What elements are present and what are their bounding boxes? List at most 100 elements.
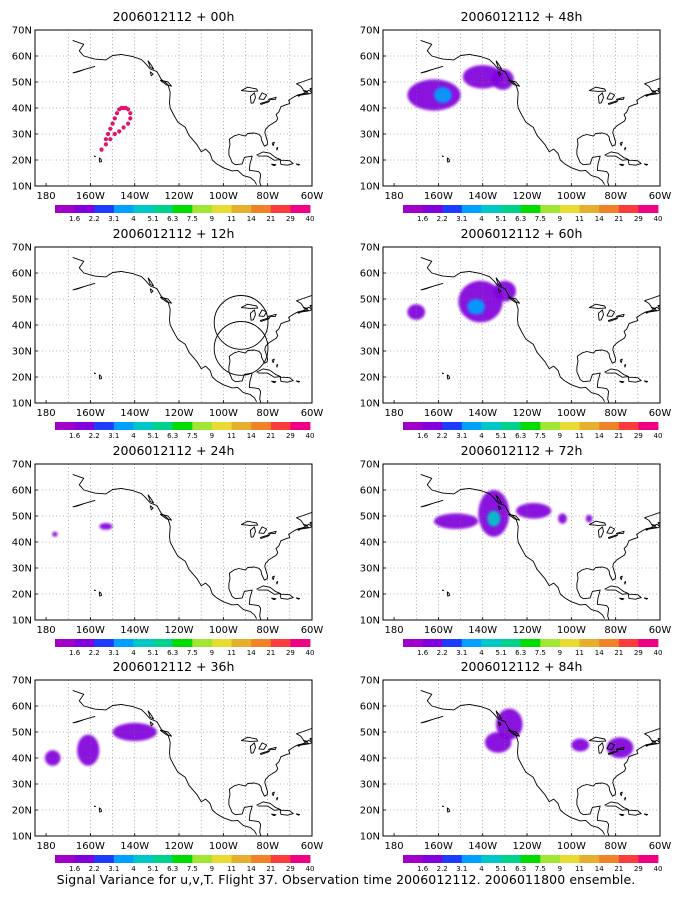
colorbar-label: 5.1 — [496, 215, 507, 223]
island-outline — [98, 807, 102, 813]
colorbar-label: 7.5 — [535, 432, 546, 440]
colorbar-swatch — [403, 855, 423, 863]
lat-tick-label: 10N — [12, 616, 32, 627]
colorbar: 1.6 2.2 3.1 4 5.1 6.3 7.5 9 11 14 21 29 40 — [403, 205, 662, 223]
colorbar-label: 2.2 — [89, 432, 100, 440]
lon-tick-label: 160W — [424, 191, 453, 202]
coastline — [576, 794, 610, 836]
colorbar: 1.6 2.2 3.1 4 5.1 6.3 7.5 9 11 14 21 29 40 — [55, 855, 314, 873]
island-outline — [279, 159, 294, 166]
lat-tick-label: 40N — [12, 321, 32, 332]
island-outline — [619, 597, 625, 601]
colorbar-swatch — [422, 639, 443, 647]
colorbar-label: 9 — [210, 432, 214, 440]
lon-tick-label: 160W — [76, 191, 105, 202]
lat-tick-label: 30N — [360, 780, 380, 791]
colorbar-label: 1.6 — [417, 215, 429, 223]
coastline — [72, 689, 257, 835]
island-outline — [624, 364, 627, 368]
colorbar-swatch — [133, 422, 154, 430]
colorbar-swatch — [403, 422, 423, 430]
colorbar-label: 14 — [247, 649, 256, 657]
coastlines — [72, 473, 312, 620]
colorbar-swatch — [442, 422, 463, 430]
plot-content — [383, 30, 660, 186]
lat-tick-label: 40N — [12, 538, 32, 549]
colorbar-label: 14 — [595, 649, 604, 657]
colorbar-label: 6.3 — [515, 649, 526, 657]
colorbar-label: 5.1 — [148, 649, 159, 657]
island-outline — [604, 585, 629, 595]
map-panel: 2006012112 + 24h 10N 20N 30N 40N 50N 60N 70N 180… — [12, 443, 324, 657]
lon-tick-label: 100W — [209, 625, 238, 636]
colorbar-label: 7.5 — [187, 865, 198, 873]
lat-tick-label: 10N — [360, 832, 380, 843]
colorbar-swatch — [113, 855, 134, 863]
lon-tick-label: 80W — [256, 408, 279, 419]
lat-tick-label: 10N — [12, 832, 32, 843]
island-outline — [98, 157, 102, 163]
colorbar-swatch — [192, 855, 213, 863]
colorbar-swatch — [501, 639, 522, 647]
lon-tick-label: 120W — [513, 191, 542, 202]
variance-contour — [484, 732, 512, 753]
plot-content — [383, 680, 660, 836]
lake-outline — [597, 742, 604, 754]
island-outline — [507, 79, 520, 87]
lat-tick-label: 70N — [360, 243, 380, 254]
lon-tick-label: 80W — [604, 841, 627, 852]
colorbar-label: 9 — [558, 432, 562, 440]
island-outline — [446, 591, 450, 597]
colorbar-label: 14 — [595, 865, 604, 873]
map-panel: 2006012112 + 60h 10N 20N 30N 40N 50N 60N 70N 180… — [360, 226, 672, 440]
colorbar-label: 40 — [654, 865, 663, 873]
colorbar-swatch — [192, 205, 213, 213]
lake-outline — [588, 86, 607, 92]
colorbar-label: 3.1 — [108, 215, 119, 223]
lon-tick-label: 180 — [385, 191, 404, 202]
colorbar-swatch — [442, 205, 463, 213]
island-outline — [420, 65, 444, 74]
colorbar-swatch — [638, 639, 659, 647]
colorbar-swatch — [113, 422, 134, 430]
colorbar-label: 9 — [558, 649, 562, 657]
lon-tick-label: 120W — [165, 408, 194, 419]
lat-tick-label: 60N — [12, 52, 32, 63]
colorbar-label: 29 — [286, 432, 295, 440]
observation-point — [126, 121, 131, 126]
colorbar-label: 11 — [575, 649, 584, 657]
colorbar-swatch — [74, 855, 95, 863]
coastline — [72, 256, 257, 402]
colorbar-swatch — [153, 855, 174, 863]
island-outline — [645, 739, 660, 747]
colorbar-label: 11 — [227, 865, 236, 873]
colorbar-label: 40 — [654, 432, 663, 440]
island-outline — [645, 89, 660, 97]
colorbar: 1.6 2.2 3.1 4 5.1 6.3 7.5 9 11 14 21 29 40 — [403, 422, 662, 440]
colorbar-swatch — [481, 855, 502, 863]
lon-tick-label: 160W — [424, 408, 453, 419]
colorbar-label: 1.6 — [69, 865, 81, 873]
observation-point — [112, 131, 117, 137]
island-outline — [297, 739, 312, 747]
colorbar-label: 2.2 — [89, 649, 100, 657]
lake-outline — [267, 313, 277, 317]
colorbar-swatch — [618, 205, 639, 213]
island-outline — [93, 372, 96, 375]
island-outline — [149, 505, 154, 511]
colorbar-label: 29 — [634, 432, 643, 440]
lat-tick-label: 30N — [12, 564, 32, 575]
variance-contour — [467, 299, 485, 315]
lake-outline — [249, 742, 256, 754]
island-outline — [276, 581, 279, 585]
plot-content — [35, 247, 312, 403]
colorbar-swatch — [172, 422, 193, 430]
panel-title: 2006012112 + 36h — [113, 659, 235, 674]
colorbar-label: 7.5 — [187, 432, 198, 440]
coastline — [228, 511, 312, 581]
island-outline — [420, 282, 444, 291]
island-outline — [271, 163, 277, 167]
panel-title: 2006012112 + 24h — [113, 443, 235, 458]
island-outline — [446, 157, 450, 163]
lat-tick-label: 60N — [360, 52, 380, 63]
